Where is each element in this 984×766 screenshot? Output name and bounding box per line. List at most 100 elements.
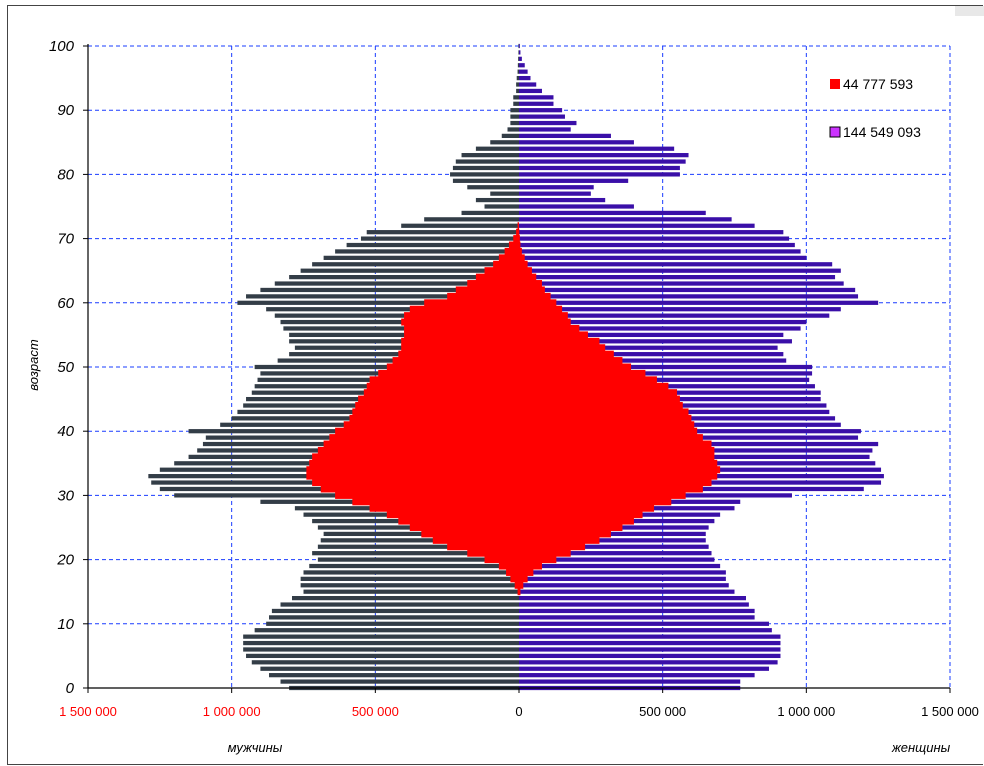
- x-tick-label: 1 500 000: [921, 704, 979, 719]
- bar-female-overlay: [519, 517, 634, 525]
- bar-female-overlay: [519, 254, 525, 262]
- bar-female-total: [519, 653, 781, 659]
- bar-female-total: [519, 50, 521, 55]
- bar-male-overlay: [467, 549, 519, 557]
- bar-female-total: [519, 281, 844, 286]
- bar-male-total: [280, 602, 519, 607]
- bar-female-total: [519, 120, 577, 126]
- bar-male-overlay: [409, 523, 519, 532]
- y-tick-label: 30: [57, 487, 74, 504]
- bar-male-overlay: [343, 421, 519, 429]
- bar-male-total: [300, 576, 519, 581]
- bar-male-total: [280, 679, 519, 684]
- bar-female-overlay: [519, 440, 712, 448]
- bar-male-total: [510, 120, 519, 126]
- bar-male-overlay: [398, 517, 519, 525]
- bar-male-total: [289, 275, 519, 280]
- bar-male-total: [461, 153, 519, 158]
- bar-male-overlay: [401, 318, 519, 326]
- bar-male-total: [461, 210, 519, 216]
- bar-female-total: [519, 178, 629, 183]
- y-tick-label: 50: [57, 359, 74, 376]
- bar-male-total: [518, 43, 519, 49]
- bar-male-overlay: [378, 369, 519, 377]
- bar-female-overlay: [519, 357, 623, 365]
- bar-male-overlay: [404, 324, 519, 332]
- bar-female-total: [519, 56, 522, 61]
- bar-male-total: [475, 197, 519, 203]
- bar-female-total: [519, 364, 813, 370]
- bar-female-overlay: [519, 247, 522, 255]
- bar-male-total: [335, 249, 519, 254]
- bar-male-overlay: [352, 408, 519, 416]
- bar-male-overlay: [386, 363, 519, 371]
- bar-female-total: [519, 307, 841, 312]
- bar-male-overlay: [386, 511, 519, 519]
- bar-female-overlay: [519, 312, 568, 320]
- bar-female-overlay: [519, 536, 600, 544]
- bar-female-overlay: [519, 235, 520, 243]
- bar-male-total: [490, 140, 519, 145]
- bar-male-overlay: [506, 568, 519, 576]
- bar-female-total: [519, 563, 721, 569]
- bar-male-overlay: [366, 382, 519, 390]
- bar-female-overlay: [519, 382, 669, 390]
- bar-female-total: [519, 640, 781, 646]
- bar-male-overlay: [513, 235, 519, 243]
- bar-female-total: [519, 275, 836, 280]
- bar-female-overlay: [519, 479, 712, 487]
- y-axis-label: возраст: [26, 339, 41, 391]
- bar-male-total: [243, 640, 519, 646]
- bar-female-total: [519, 69, 528, 74]
- bar-male-total: [513, 95, 519, 100]
- bar-female-total: [519, 358, 787, 363]
- bar-female-overlay: [519, 299, 557, 307]
- bar-male-overlay: [467, 280, 519, 288]
- bar-female-overlay: [519, 446, 715, 454]
- bar-female-overlay: [519, 588, 521, 596]
- bar-male-total: [243, 634, 519, 639]
- bar-female-total: [519, 319, 807, 325]
- bar-male-total: [346, 242, 519, 248]
- bar-female-total: [519, 615, 755, 620]
- bar-female-overlay: [519, 344, 606, 352]
- bar-female-total: [519, 557, 715, 562]
- bar-female-overlay: [519, 363, 632, 371]
- bar-male-overlay: [358, 395, 519, 403]
- x-tick-labels: 1 500 000 1 000 000 500 000 0 500 000 1 000 0…: [59, 704, 979, 719]
- bar-female-total: [519, 236, 790, 241]
- bar-male-overlay: [455, 286, 519, 294]
- bar-male-overlay: [447, 543, 519, 551]
- bar-female-overlay: [519, 331, 588, 339]
- bar-female-total: [519, 127, 571, 132]
- bar-female-total: [519, 576, 726, 581]
- bar-female-overlay: [519, 337, 600, 345]
- bar-female-total: [519, 217, 732, 222]
- bar-female-total: [519, 326, 801, 331]
- bar-male-overlay: [309, 459, 519, 467]
- bar-male-total: [510, 114, 519, 119]
- bar-female-total: [519, 133, 611, 138]
- bar-female-overlay: [519, 324, 580, 332]
- y-tick-label: 100: [49, 38, 75, 55]
- bar-female-overlay: [519, 280, 542, 288]
- bar-male-overlay: [475, 273, 519, 281]
- bar-male-overlay: [306, 466, 519, 474]
- bar-male-overlay: [493, 260, 519, 268]
- legend-swatch-total: [829, 126, 841, 138]
- bar-male-total: [312, 262, 519, 267]
- bar-female-total: [519, 210, 706, 216]
- x-tick-label: 500 000: [352, 704, 399, 719]
- bar-male-total: [243, 647, 519, 652]
- bar-female-overlay: [519, 523, 623, 532]
- bar-female-total: [519, 313, 830, 318]
- y-tick-labels: 0 10 20 30 40 50 60 70 80 90 100: [49, 38, 75, 697]
- bar-female-overlay: [519, 530, 611, 538]
- bar-male-overlay: [312, 479, 519, 487]
- bar-female-overlay: [519, 260, 528, 268]
- bar-male-total: [320, 538, 519, 543]
- x-tick-label: 1 000 000: [777, 704, 835, 719]
- x-tick-label: 1 000 000: [203, 704, 261, 719]
- bar-female-total: [519, 95, 554, 100]
- bar-male-total: [513, 101, 519, 106]
